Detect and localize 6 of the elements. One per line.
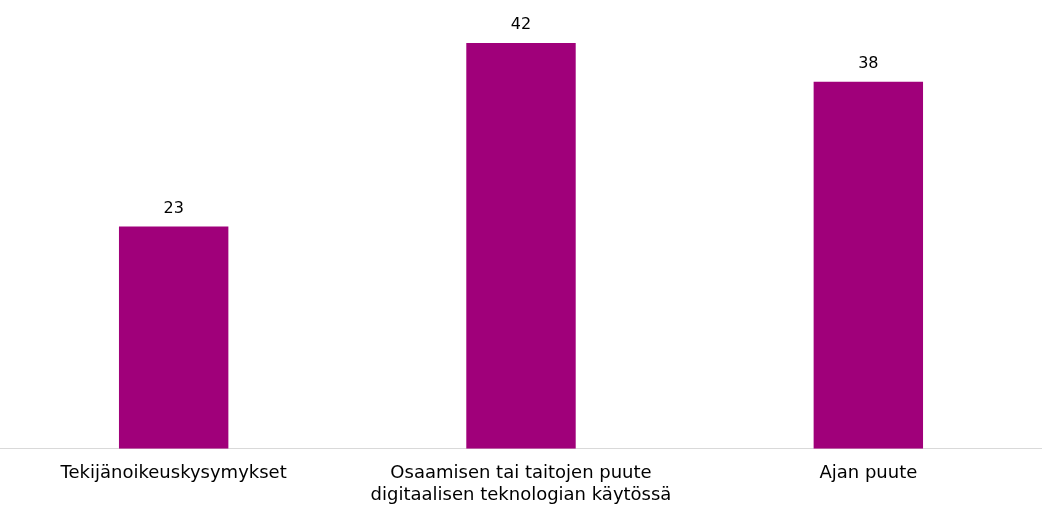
x-tick-label: Osaamisen tai taitojen puute digitaalisen teknologian käytössä [370,461,672,504]
x-tick-label: Ajan puute [819,461,918,483]
x-tick-label: Tekijänoikeuskysymykset [59,461,287,483]
data-label: 42 [510,14,532,34]
data-label: 23 [163,197,184,217]
data-label: 38 [858,52,879,72]
